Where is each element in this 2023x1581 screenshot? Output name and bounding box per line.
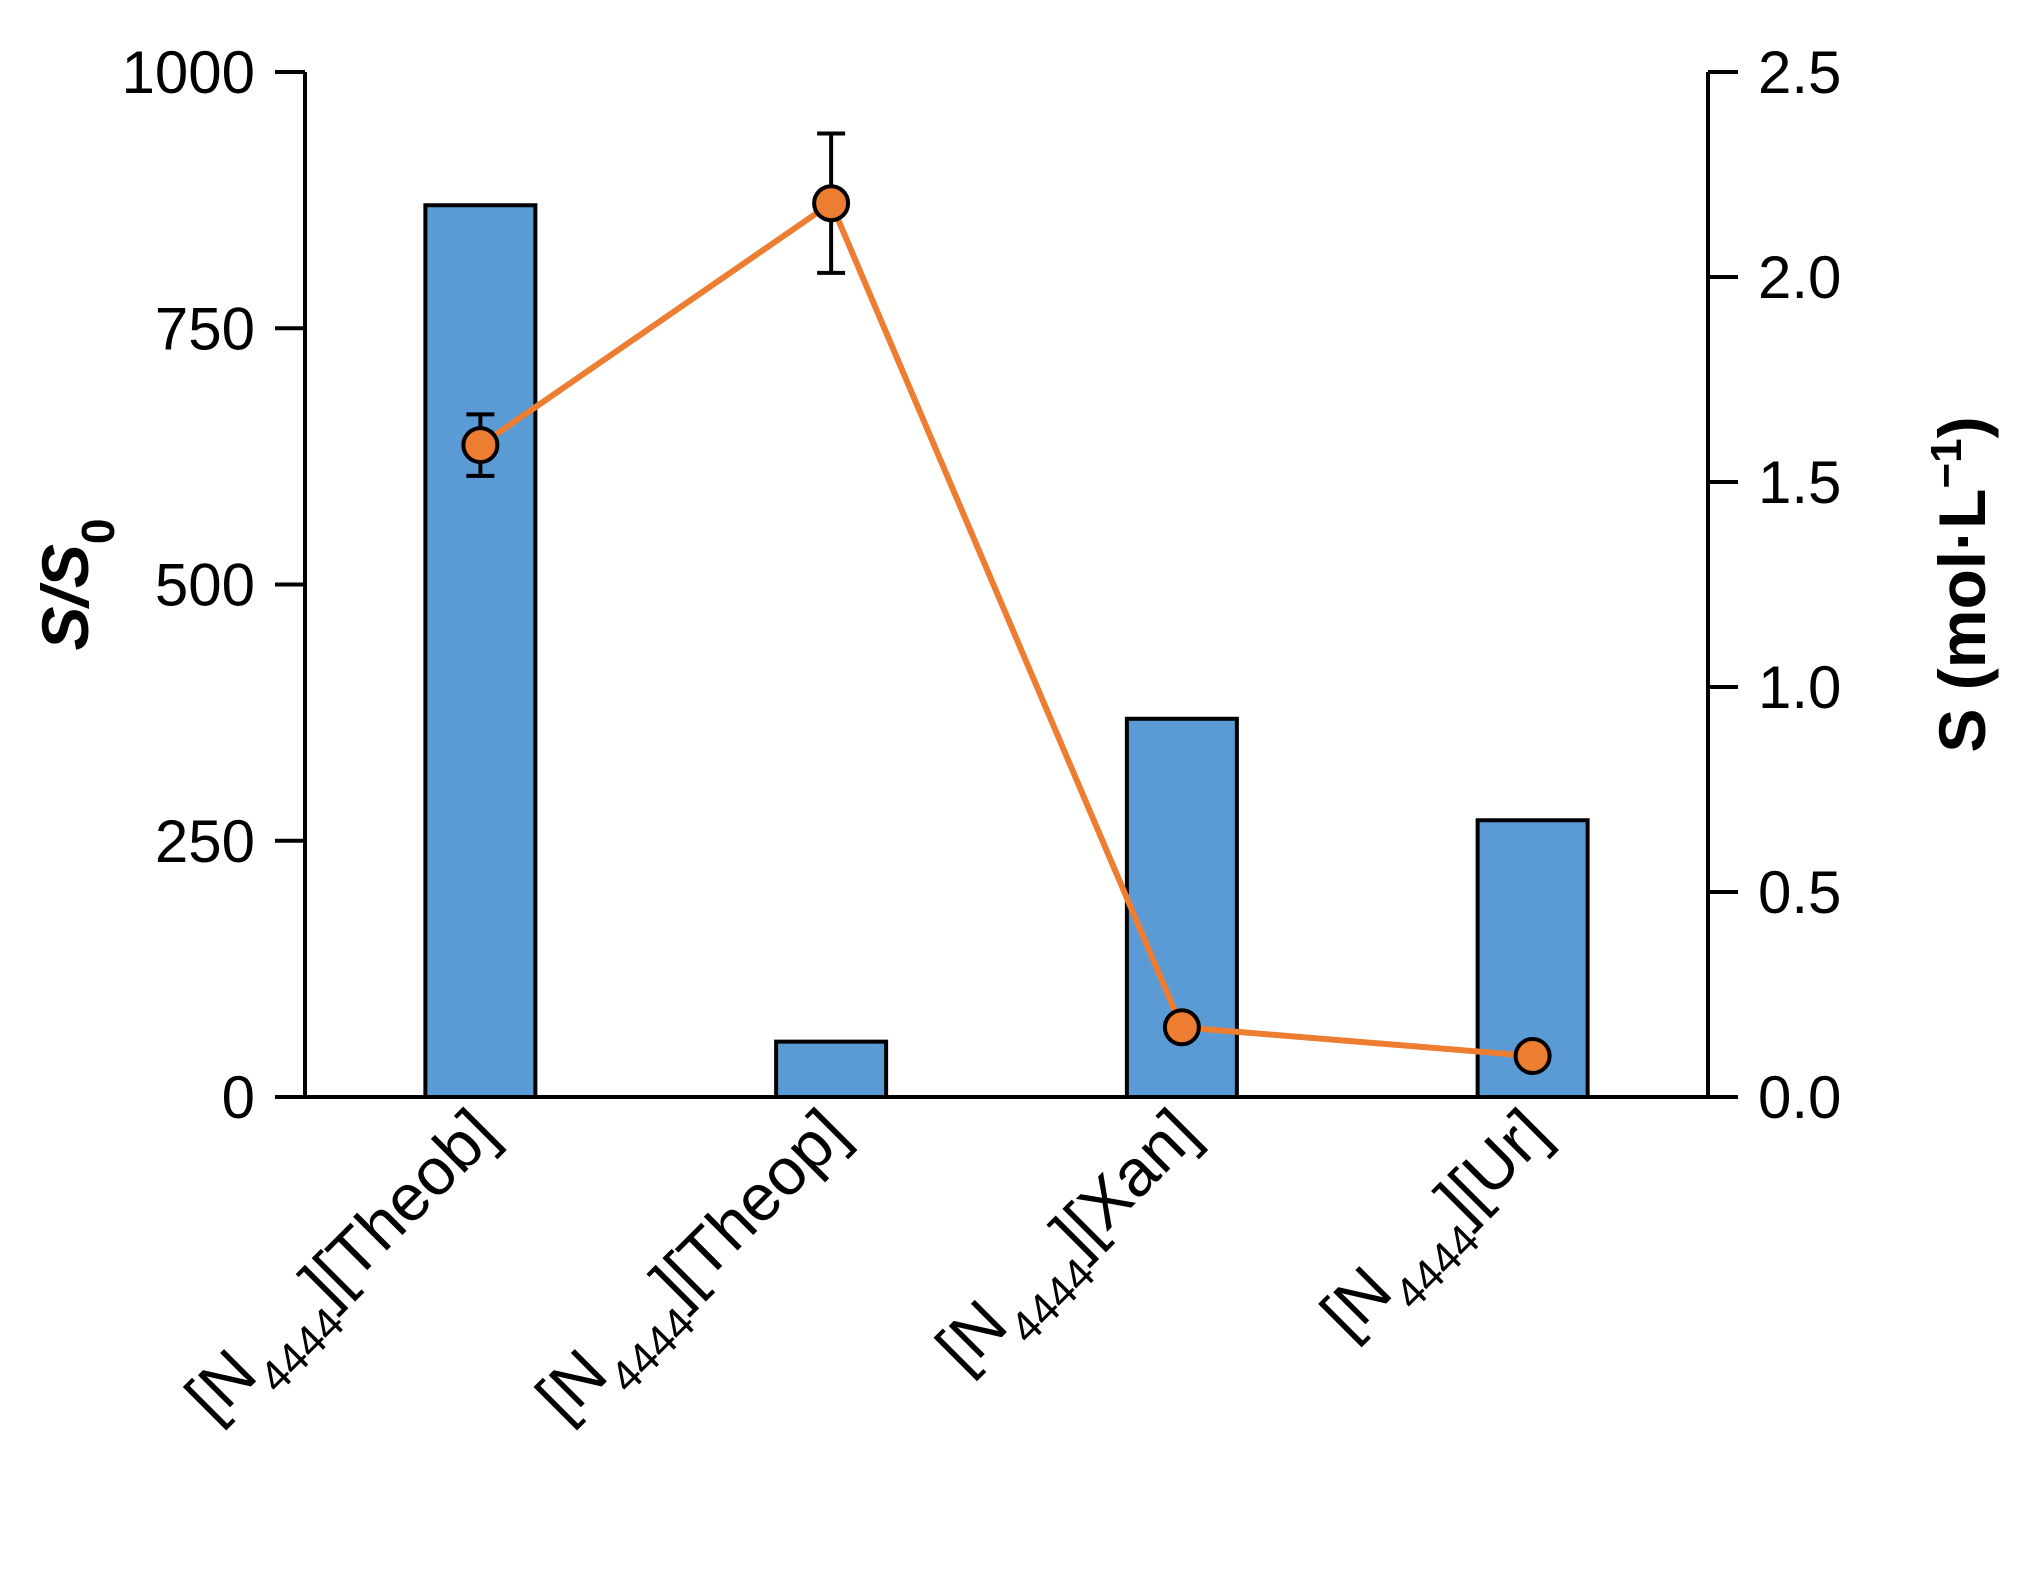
category-label: [N4444][Theop]: [522, 1095, 876, 1449]
data-point: [812, 184, 851, 223]
y2-tick-label: 0.5: [1758, 859, 1841, 926]
category-label: [N4444][Xan]: [922, 1095, 1227, 1400]
line-series: [461, 131, 1552, 1075]
y2-tick-label: 2.5: [1758, 39, 1841, 106]
category-label: [N4444][Ur]: [1306, 1095, 1577, 1366]
y-tick-label: 500: [155, 552, 255, 619]
y-tick-label: 250: [155, 808, 255, 875]
series-line: [478, 198, 1533, 1059]
y2-tick-label: 0.0: [1758, 1064, 1841, 1131]
bar-series: [423, 203, 1590, 1100]
labels: 0 250 500 750 1000 0.0 0.5 1.0 1.5 2.0 2.5 [N4444][…: [28, 39, 2000, 1449]
bar: [774, 1039, 889, 1100]
category-label: [N4444][Theob]: [171, 1095, 525, 1449]
y-tick-label: 1000: [122, 39, 255, 106]
y2-tick-label: 2.0: [1758, 244, 1841, 311]
data-point: [461, 426, 500, 465]
data-point: [1162, 1008, 1201, 1047]
y2-axis-title: S (mol·L−1): [1922, 416, 2000, 752]
y2-tick-label: 1.0: [1758, 654, 1841, 721]
bar: [423, 203, 538, 1099]
y2-tick-label: 1.5: [1758, 449, 1841, 516]
y-axis-title: S/S0: [28, 519, 124, 651]
y-tick-label: 0: [222, 1064, 255, 1131]
y-tick-label: 750: [155, 295, 255, 362]
data-point: [1513, 1037, 1552, 1075]
axes: [275, 70, 1738, 1099]
